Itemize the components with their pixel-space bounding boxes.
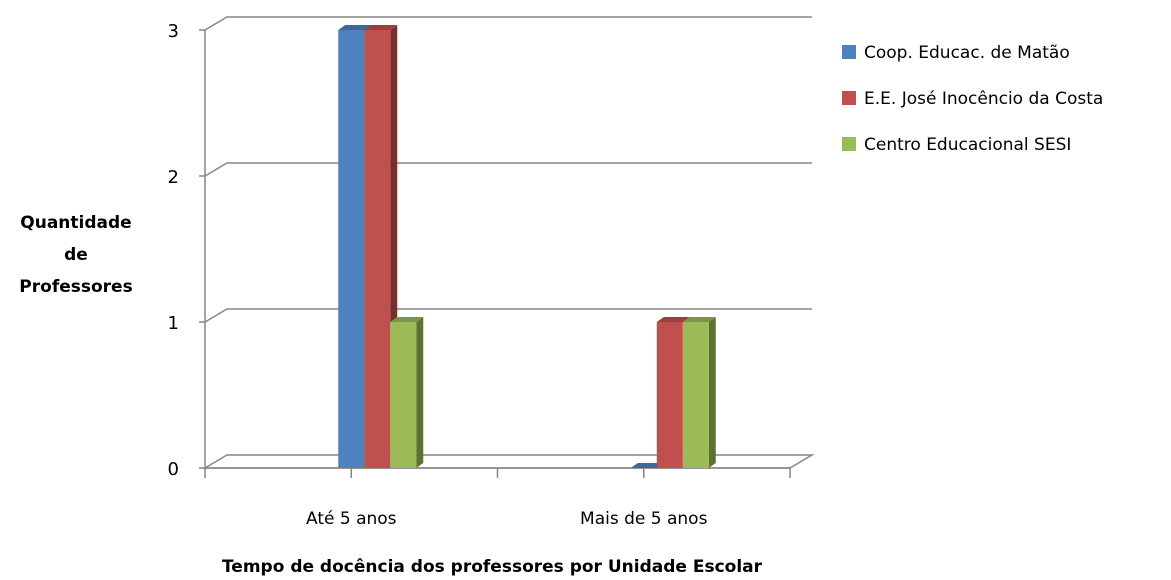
legend-label: Centro Educacional SESI [864, 135, 1071, 155]
y-axis-title-line-2: de [64, 245, 88, 265]
legend-item: Coop. Educac. de Matão [842, 43, 1070, 63]
bar [682, 317, 716, 468]
gridline [204, 16, 812, 31]
legend-item: E.E. José Inocêncio da Costa [842, 89, 1103, 109]
y-tick-label: 1 [168, 313, 179, 334]
gridline [204, 308, 812, 323]
chart-floor [202, 454, 815, 469]
bar [390, 317, 424, 468]
bar [630, 463, 664, 468]
legend-label: Coop. Educac. de Matão [864, 43, 1070, 63]
legend-item: Centro Educacional SESI [842, 135, 1071, 155]
x-tick-label: Até 5 anos [306, 509, 397, 529]
legend: Coop. Educac. de Matão E.E. José Inocênci… [842, 43, 1103, 155]
legend-swatch [842, 45, 856, 59]
legend-swatch [842, 91, 856, 105]
y-tick-label: 0 [168, 459, 179, 480]
legend-swatch [842, 137, 856, 151]
gridline [204, 162, 812, 177]
y-axis-title-line-1: Quantidade [20, 213, 131, 233]
bar [656, 317, 690, 468]
y-axis-title-line-3: Professores [19, 277, 132, 297]
y-tick-label: 3 [168, 21, 179, 42]
legend-label: E.E. José Inocêncio da Costa [864, 89, 1103, 109]
y-tick-label: 2 [168, 167, 179, 188]
bar [364, 25, 398, 468]
x-tick-label: Mais de 5 anos [580, 509, 708, 529]
x-axis-title: Tempo de docência dos professores por Un… [222, 557, 763, 577]
